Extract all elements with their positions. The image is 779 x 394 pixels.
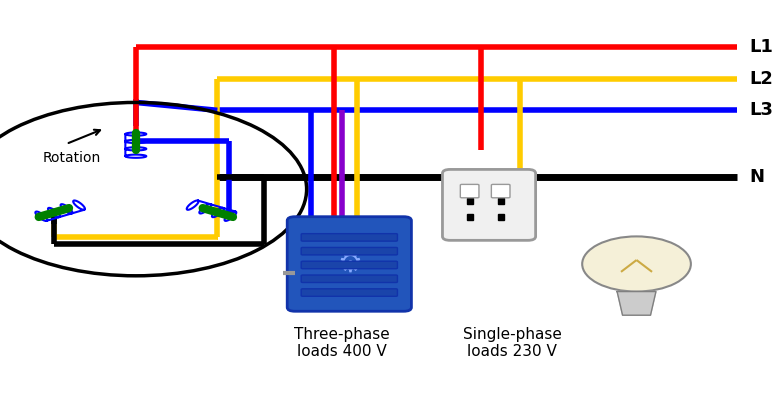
FancyBboxPatch shape — [301, 261, 397, 269]
Text: Single-phase
loads 230 V: Single-phase loads 230 V — [463, 327, 562, 359]
Text: N: N — [749, 168, 764, 186]
FancyBboxPatch shape — [301, 247, 397, 255]
Text: ⚙: ⚙ — [337, 250, 361, 278]
FancyBboxPatch shape — [287, 217, 411, 311]
FancyBboxPatch shape — [442, 169, 536, 240]
Circle shape — [582, 236, 691, 292]
FancyBboxPatch shape — [492, 184, 510, 198]
FancyBboxPatch shape — [460, 184, 479, 198]
Text: L3: L3 — [749, 101, 773, 119]
FancyBboxPatch shape — [301, 275, 397, 282]
Text: L2: L2 — [749, 70, 773, 88]
Text: Three-phase
loads 400 V: Three-phase loads 400 V — [294, 327, 390, 359]
FancyBboxPatch shape — [301, 234, 397, 241]
FancyBboxPatch shape — [301, 289, 397, 296]
Polygon shape — [617, 292, 656, 315]
Text: Rotation: Rotation — [43, 151, 101, 165]
Text: L1: L1 — [749, 38, 773, 56]
